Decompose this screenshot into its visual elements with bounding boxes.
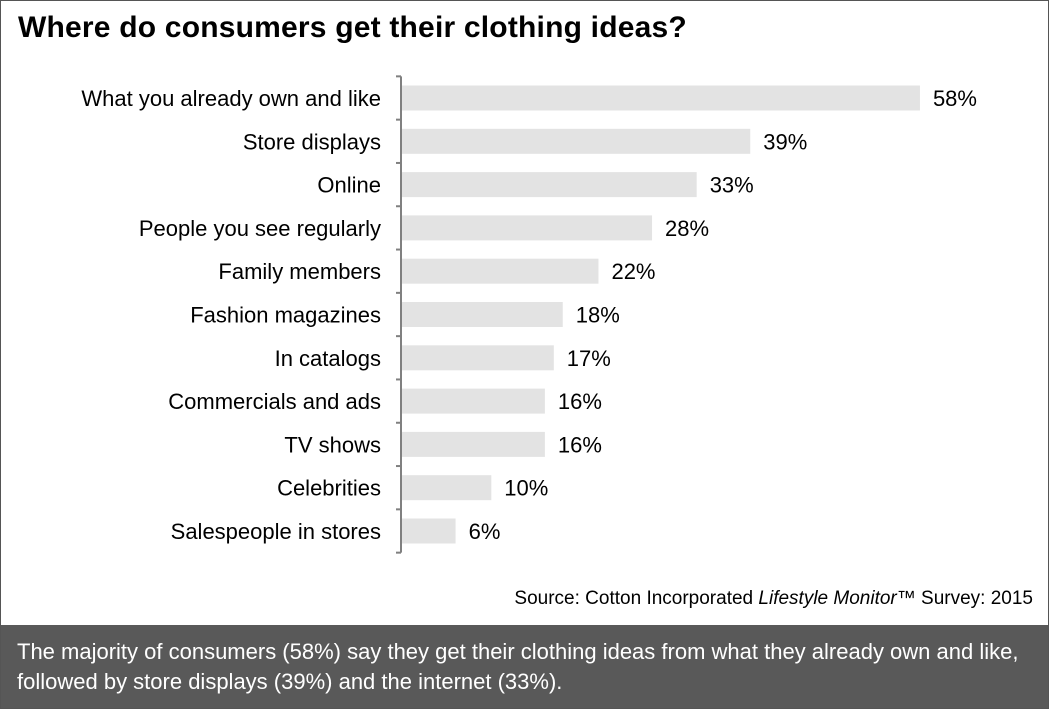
bar — [402, 388, 545, 414]
bar — [402, 258, 599, 284]
caption-text: The majority of consumers (58%) say they… — [17, 639, 1019, 694]
category-label: Store displays — [243, 129, 381, 154]
value-label: 6% — [469, 519, 501, 544]
value-label: 39% — [763, 129, 807, 154]
bar — [402, 518, 456, 544]
bar — [402, 172, 697, 198]
chart-title: Where do consumers get their clothing id… — [18, 11, 687, 44]
bar — [402, 475, 492, 501]
bar — [402, 302, 563, 327]
source-suffix: ™ Survey: 2015 — [896, 588, 1033, 609]
source-prefix: Source: Cotton Incorporated — [514, 588, 759, 609]
value-label: 16% — [558, 389, 602, 414]
category-label: People you see regularly — [139, 216, 381, 241]
category-label: Commercials and ads — [168, 389, 381, 414]
bar — [402, 215, 653, 241]
caption-box: The majority of consumers (58%) say they… — [1, 625, 1048, 708]
category-label: What you already own and like — [81, 86, 381, 111]
category-label: Fashion magazines — [190, 303, 381, 328]
value-label: 10% — [504, 476, 548, 501]
bar — [402, 85, 920, 111]
category-label: TV shows — [284, 432, 381, 457]
value-label: 18% — [576, 303, 620, 328]
value-label: 58% — [933, 86, 977, 111]
value-label: 22% — [611, 259, 655, 284]
category-label: Online — [317, 173, 381, 198]
category-label: Salespeople in stores — [171, 519, 381, 544]
category-label: Family members — [218, 259, 381, 284]
bar-chart: What you already own and like 58% Store di… — [81, 75, 977, 554]
source-italic: Lifestyle Monitor — [758, 588, 897, 609]
category-label: In catalogs — [275, 346, 381, 371]
bar — [402, 128, 751, 154]
source-note: Source: Cotton Incorporated Lifestyle Mo… — [514, 588, 1033, 610]
bar — [402, 345, 554, 371]
bar — [402, 431, 545, 457]
value-label: 33% — [710, 173, 754, 198]
category-label: Celebrities — [277, 476, 381, 501]
value-label: 17% — [567, 346, 611, 371]
value-label: 28% — [665, 216, 709, 241]
value-label: 16% — [558, 432, 602, 457]
